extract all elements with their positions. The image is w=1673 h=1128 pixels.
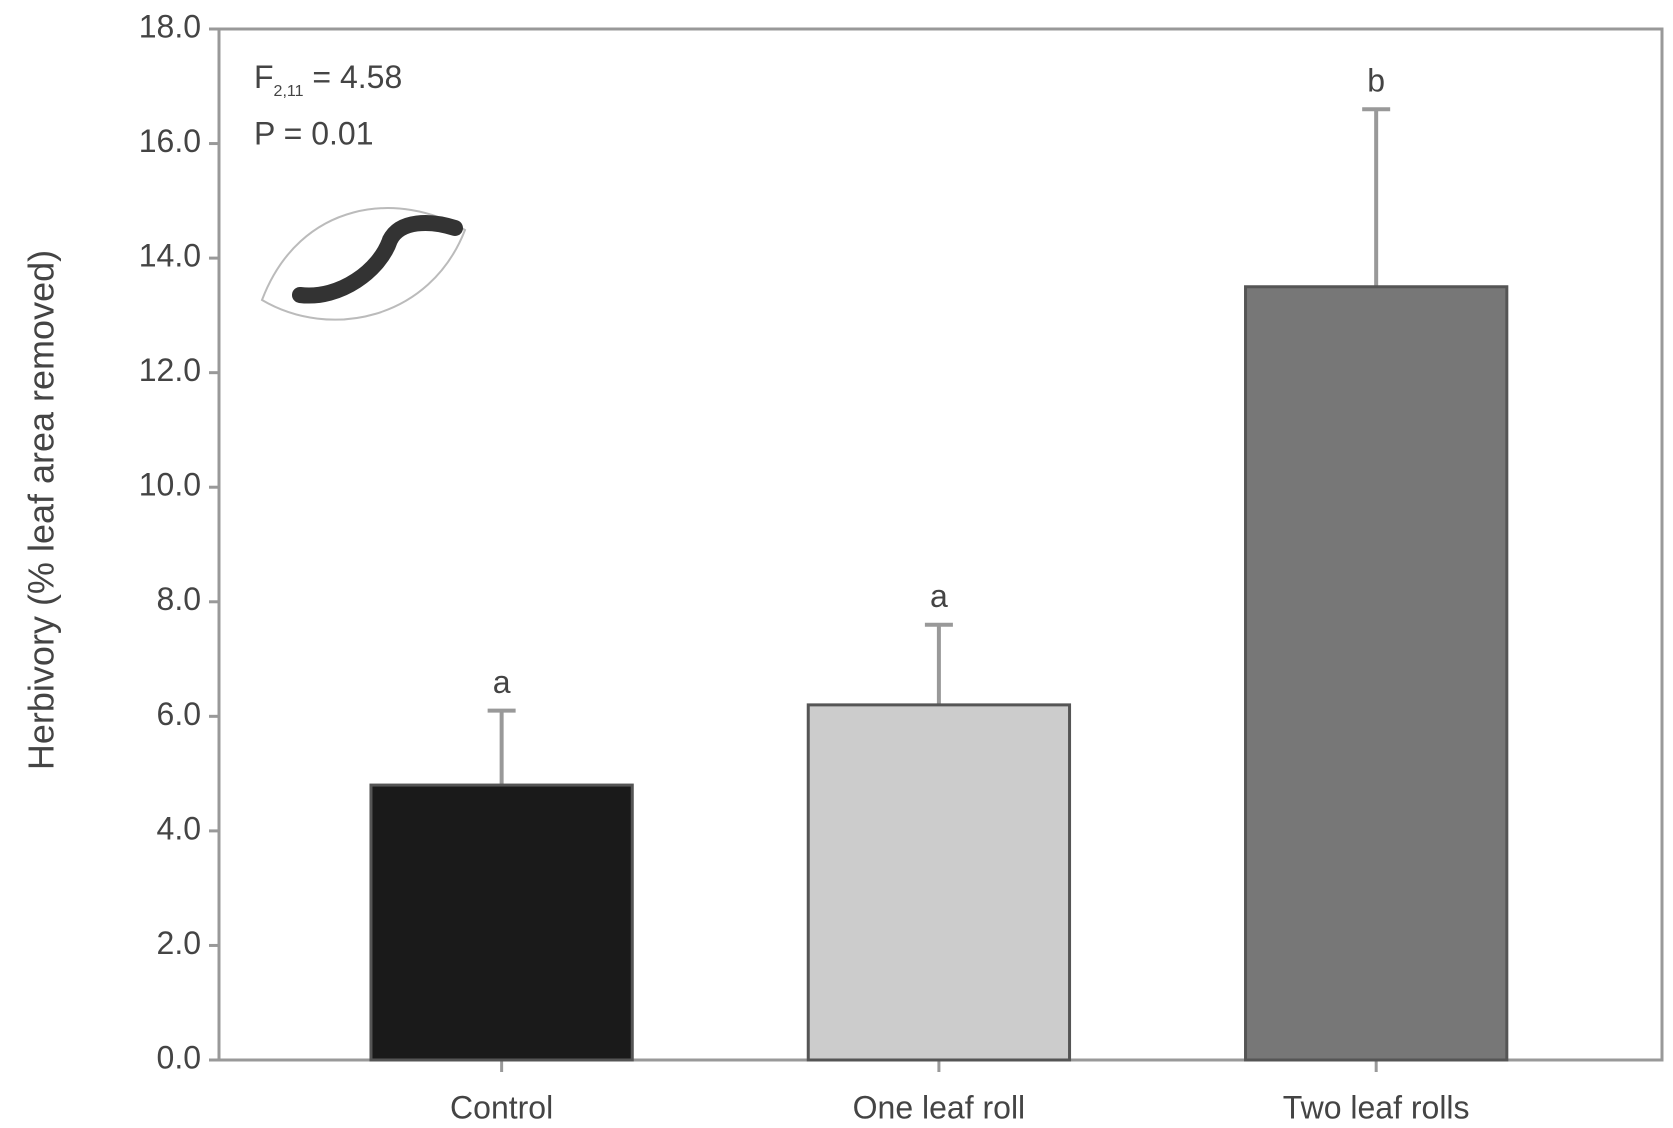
chart: Herbivory (% leaf area removed) F2,11 = … — [0, 0, 1673, 1128]
x-tick-label: One leaf roll — [853, 1089, 1026, 1125]
group-letter: b — [1367, 63, 1385, 99]
y-tick-label: 18.0 — [139, 8, 201, 44]
annotation-symbol: F — [254, 59, 274, 95]
y-tick-label: 6.0 — [157, 696, 201, 732]
x-tick-label: Two leaf rolls — [1283, 1089, 1470, 1125]
y-tick-label: 4.0 — [157, 810, 201, 846]
bar — [1246, 287, 1507, 1060]
y-tick-label: 2.0 — [157, 925, 201, 961]
y-tick-label: 16.0 — [139, 123, 201, 159]
group-letter: a — [493, 664, 511, 700]
y-axis-title: Herbivory (% leaf area removed) — [21, 250, 62, 770]
annotation: F2,11 = 4.58 — [254, 59, 402, 100]
group-letter: a — [930, 578, 948, 614]
annotation-text: = 4.58 — [304, 59, 403, 95]
annotation-subscript: 2,11 — [274, 83, 304, 100]
y-tick-label: 10.0 — [139, 467, 201, 503]
y-tick-label: 14.0 — [139, 238, 201, 274]
bar — [371, 785, 632, 1060]
caterpillar-icon — [262, 208, 465, 320]
y-tick-label: 12.0 — [139, 352, 201, 388]
y-tick-label: 8.0 — [157, 581, 201, 617]
bar — [808, 705, 1069, 1060]
annotation: P = 0.01 — [254, 115, 374, 151]
x-tick-label: Control — [450, 1089, 553, 1125]
y-tick-label: 0.0 — [157, 1039, 201, 1075]
